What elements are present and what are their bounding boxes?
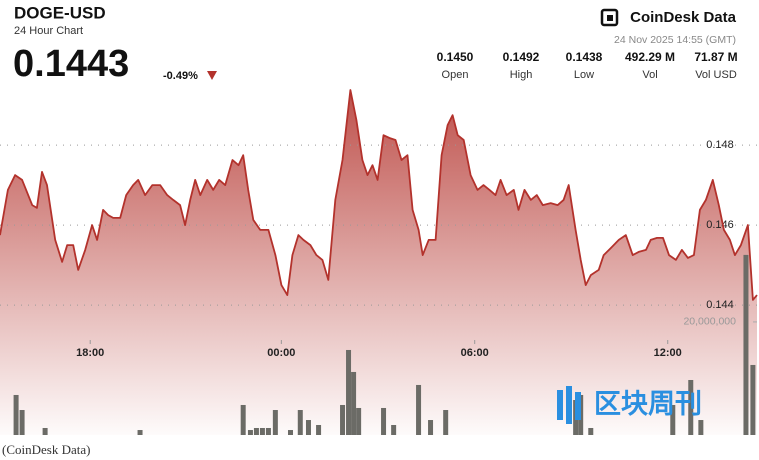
stat-value: 492.29 M xyxy=(625,50,675,64)
stat-label: Open xyxy=(442,69,469,81)
stat-value: 0.1438 xyxy=(566,50,603,64)
volume-bar xyxy=(688,379,694,435)
stat-value: 71.87 M xyxy=(694,50,737,64)
watermark: 区块周刊 xyxy=(557,386,702,424)
volume-bar xyxy=(240,404,246,435)
timestamp: 24 Nov 2025 14:55 (GMT) xyxy=(614,34,736,46)
brand: CoinDesk Data xyxy=(630,9,737,26)
volume-bar xyxy=(356,407,362,435)
volume-bar xyxy=(381,407,387,435)
volume-bar xyxy=(428,420,434,435)
x-tick-label: 06:00 xyxy=(461,347,489,359)
stat-label: Vol USD xyxy=(695,69,737,81)
subtitle: 24 Hour Chart xyxy=(14,25,83,37)
y-tick-label: 0.144 xyxy=(706,299,734,311)
volume-bar xyxy=(19,410,25,435)
volume-bar xyxy=(305,420,311,435)
stat-value: 0.1492 xyxy=(503,50,540,64)
volume-bar xyxy=(265,427,271,435)
volume-bar xyxy=(316,424,322,435)
stat-label: Vol xyxy=(642,69,657,81)
x-tick-label: 00:00 xyxy=(267,347,295,359)
brand-icon-dot xyxy=(607,15,613,21)
volume-bar xyxy=(588,427,594,435)
volume-bar xyxy=(42,427,48,435)
volume-bar xyxy=(391,424,397,435)
chart: 0.144 0.146 0.148 20,000,000 18:00 00:00 06:00… xyxy=(0,3,758,435)
volume-bar xyxy=(346,349,352,435)
volume-bar xyxy=(670,404,676,435)
stat-value: 0.1450 xyxy=(437,50,474,64)
volume-bar xyxy=(137,430,143,435)
volume-bar xyxy=(416,384,422,435)
volume-bar xyxy=(297,410,303,435)
volume-bar xyxy=(253,427,259,435)
watermark-text: 区块周刊 xyxy=(594,389,702,419)
change: -0.49% xyxy=(163,70,198,82)
volume-bar xyxy=(247,430,253,435)
volume-bar xyxy=(13,394,19,435)
volume-bar xyxy=(272,410,278,435)
price: 0.1443 xyxy=(13,43,129,85)
volume-bar xyxy=(287,430,293,435)
stat-label: Low xyxy=(574,69,594,81)
caption: (CoinDesk Data) xyxy=(2,442,91,457)
price-area xyxy=(0,90,757,435)
y-tick-label: 0.146 xyxy=(706,219,734,231)
volume-bar xyxy=(743,254,749,435)
volume-bar xyxy=(443,410,449,435)
symbol: DOGE-USD xyxy=(14,3,106,22)
volume-bar xyxy=(259,427,265,435)
y-tick-label: 0.148 xyxy=(706,139,734,151)
x-tick-label: 18:00 xyxy=(76,347,104,359)
brand-icon xyxy=(600,8,619,27)
stats: 0.1450 Open 0.1492 High 0.1438 Low 492.29 M Vol… xyxy=(437,50,738,81)
x-tick-label: 12:00 xyxy=(654,347,682,359)
volume-bar xyxy=(340,404,346,435)
volume-bar xyxy=(750,364,756,435)
y2-tick-label: 20,000,000 xyxy=(683,316,736,328)
stat-label: High xyxy=(510,69,533,81)
volume-bar xyxy=(351,371,357,435)
volume-bar xyxy=(698,420,704,435)
plot-area: 0.144 0.146 0.148 20,000,000 18:00 00:00 06:00… xyxy=(0,89,758,435)
down-arrow xyxy=(207,71,217,80)
price-line xyxy=(0,89,758,301)
